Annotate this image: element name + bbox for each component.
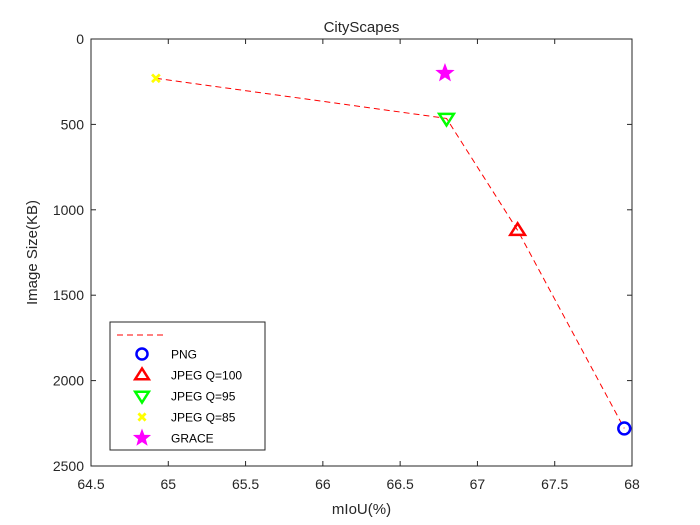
x-tick-label: 65 (160, 476, 176, 492)
y-tick-label: 1000 (53, 202, 84, 218)
y-axis-title: Image Size(KB) (24, 200, 41, 305)
data-layer (151, 62, 632, 436)
legend-label-grace: GRACE (171, 432, 214, 446)
y-tick-label: 1500 (53, 287, 84, 303)
y-tick-label: 500 (61, 116, 85, 132)
legend-box (109, 321, 266, 451)
data-point-png (617, 421, 632, 436)
legend-marker-jpeg-q-100 (132, 366, 152, 381)
legend: PNG JPEG Q=100 JPEG Q=95 JPEG Q=85 GRACE (109, 321, 266, 451)
legend-label-jpeg-q-95: JPEG Q=95 (171, 390, 236, 404)
data-point-jpeg-q-100 (507, 220, 528, 237)
x-tick-label: 67.5 (541, 476, 568, 492)
y-tick-label: 2000 (53, 373, 84, 389)
y-axis-ticks: 0 500 1000 1500 2000 2500 (53, 31, 632, 474)
data-point-grace (435, 62, 455, 82)
legend-marker-png (135, 347, 149, 361)
x-tick-label: 65.5 (232, 476, 259, 492)
legend-label-png: PNG (171, 348, 197, 362)
legend-label-jpeg-q-85: JPEG Q=85 (171, 411, 236, 425)
legend-marker-jpeg-q-95 (132, 390, 152, 405)
axes-box (90, 38, 633, 467)
x-tick-label: 68 (624, 476, 640, 492)
x-tick-label: 67 (470, 476, 486, 492)
x-axis-title: mIoU(%) (332, 501, 391, 518)
data-point-jpeg-q-95 (436, 112, 457, 128)
legend-marker-jpeg-q-85 (137, 412, 147, 422)
legend-marker-grace (132, 428, 152, 446)
data-point-jpeg-q-85 (151, 73, 161, 84)
legend-label-jpeg-q-100: JPEG Q=100 (171, 369, 242, 383)
x-axis-ticks: 64.5 65 65.5 66 66.5 67 67.5 68 (77, 39, 640, 492)
x-tick-label: 66.5 (387, 476, 414, 492)
x-tick-label: 64.5 (77, 476, 104, 492)
y-tick-label: 2500 (53, 458, 84, 474)
x-tick-label: 66 (315, 476, 331, 492)
y-tick-label: 0 (76, 31, 84, 47)
chart-title: CityScapes (324, 19, 400, 36)
